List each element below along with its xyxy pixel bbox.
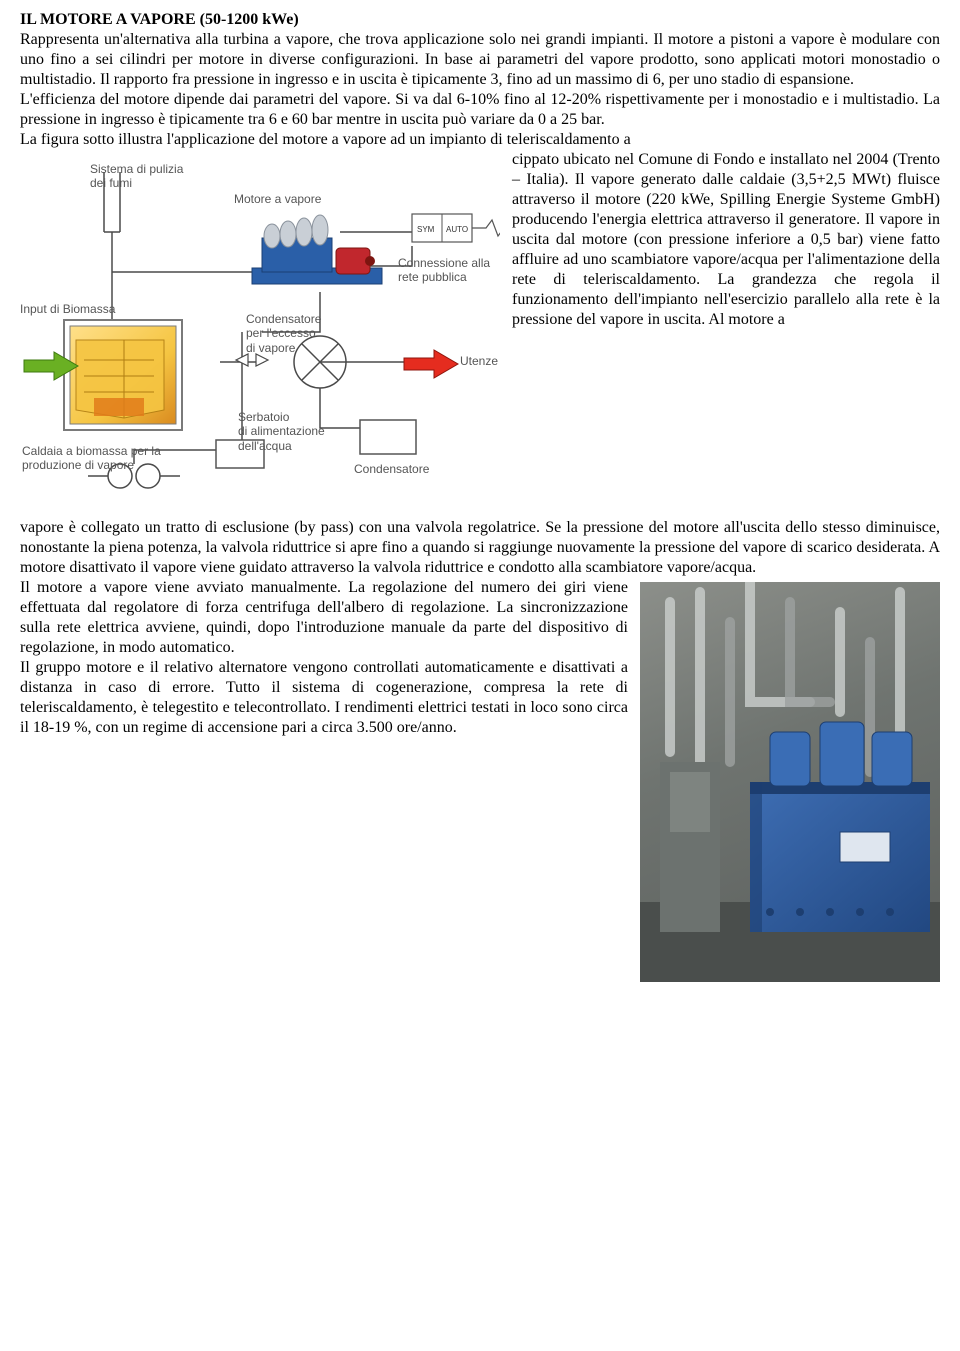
section-with-photo: Il motore a vapore viene avviato manualm… (20, 578, 940, 986)
lbl-caldaia: Caldaia a biomassa per la produzione di … (22, 444, 161, 473)
lbl-motore: Motore a vapore (234, 192, 321, 206)
lbl-conn: Connessione alla rete pubblica (398, 256, 490, 285)
motor-photo (640, 582, 940, 982)
svg-text:SYM: SYM (417, 225, 435, 234)
paragraph-1: Rappresenta un'alternativa alla turbina … (20, 30, 940, 90)
lbl-fumi: Sistema di pulizia dei fumi (90, 162, 183, 191)
lbl-utenze: Utenze (460, 354, 498, 368)
lbl-input: Input di Biomassa (20, 302, 115, 316)
svg-text:AUTO: AUTO (446, 225, 468, 234)
process-diagram: SYM AUTO (20, 154, 500, 514)
lbl-condensatore: Condensatore (354, 462, 429, 476)
paragraph-2: L'efficienza del motore dipende dai para… (20, 90, 940, 130)
paragraph-3-intro: La figura sotto illustra l'applicazione … (20, 130, 940, 150)
paragraph-3-after: vapore è collegato un tratto di esclusio… (20, 518, 940, 578)
section-with-diagram: La figura sotto illustra l'applicazione … (20, 130, 940, 518)
lbl-serbatoio: Serbatoio di alimentazione dell'acqua (238, 410, 325, 453)
page-title: IL MOTORE A VAPORE (50-1200 kWe) (20, 10, 940, 30)
lbl-cond-eccesso: Condensatore per l'eccesso di vapore (246, 312, 321, 355)
